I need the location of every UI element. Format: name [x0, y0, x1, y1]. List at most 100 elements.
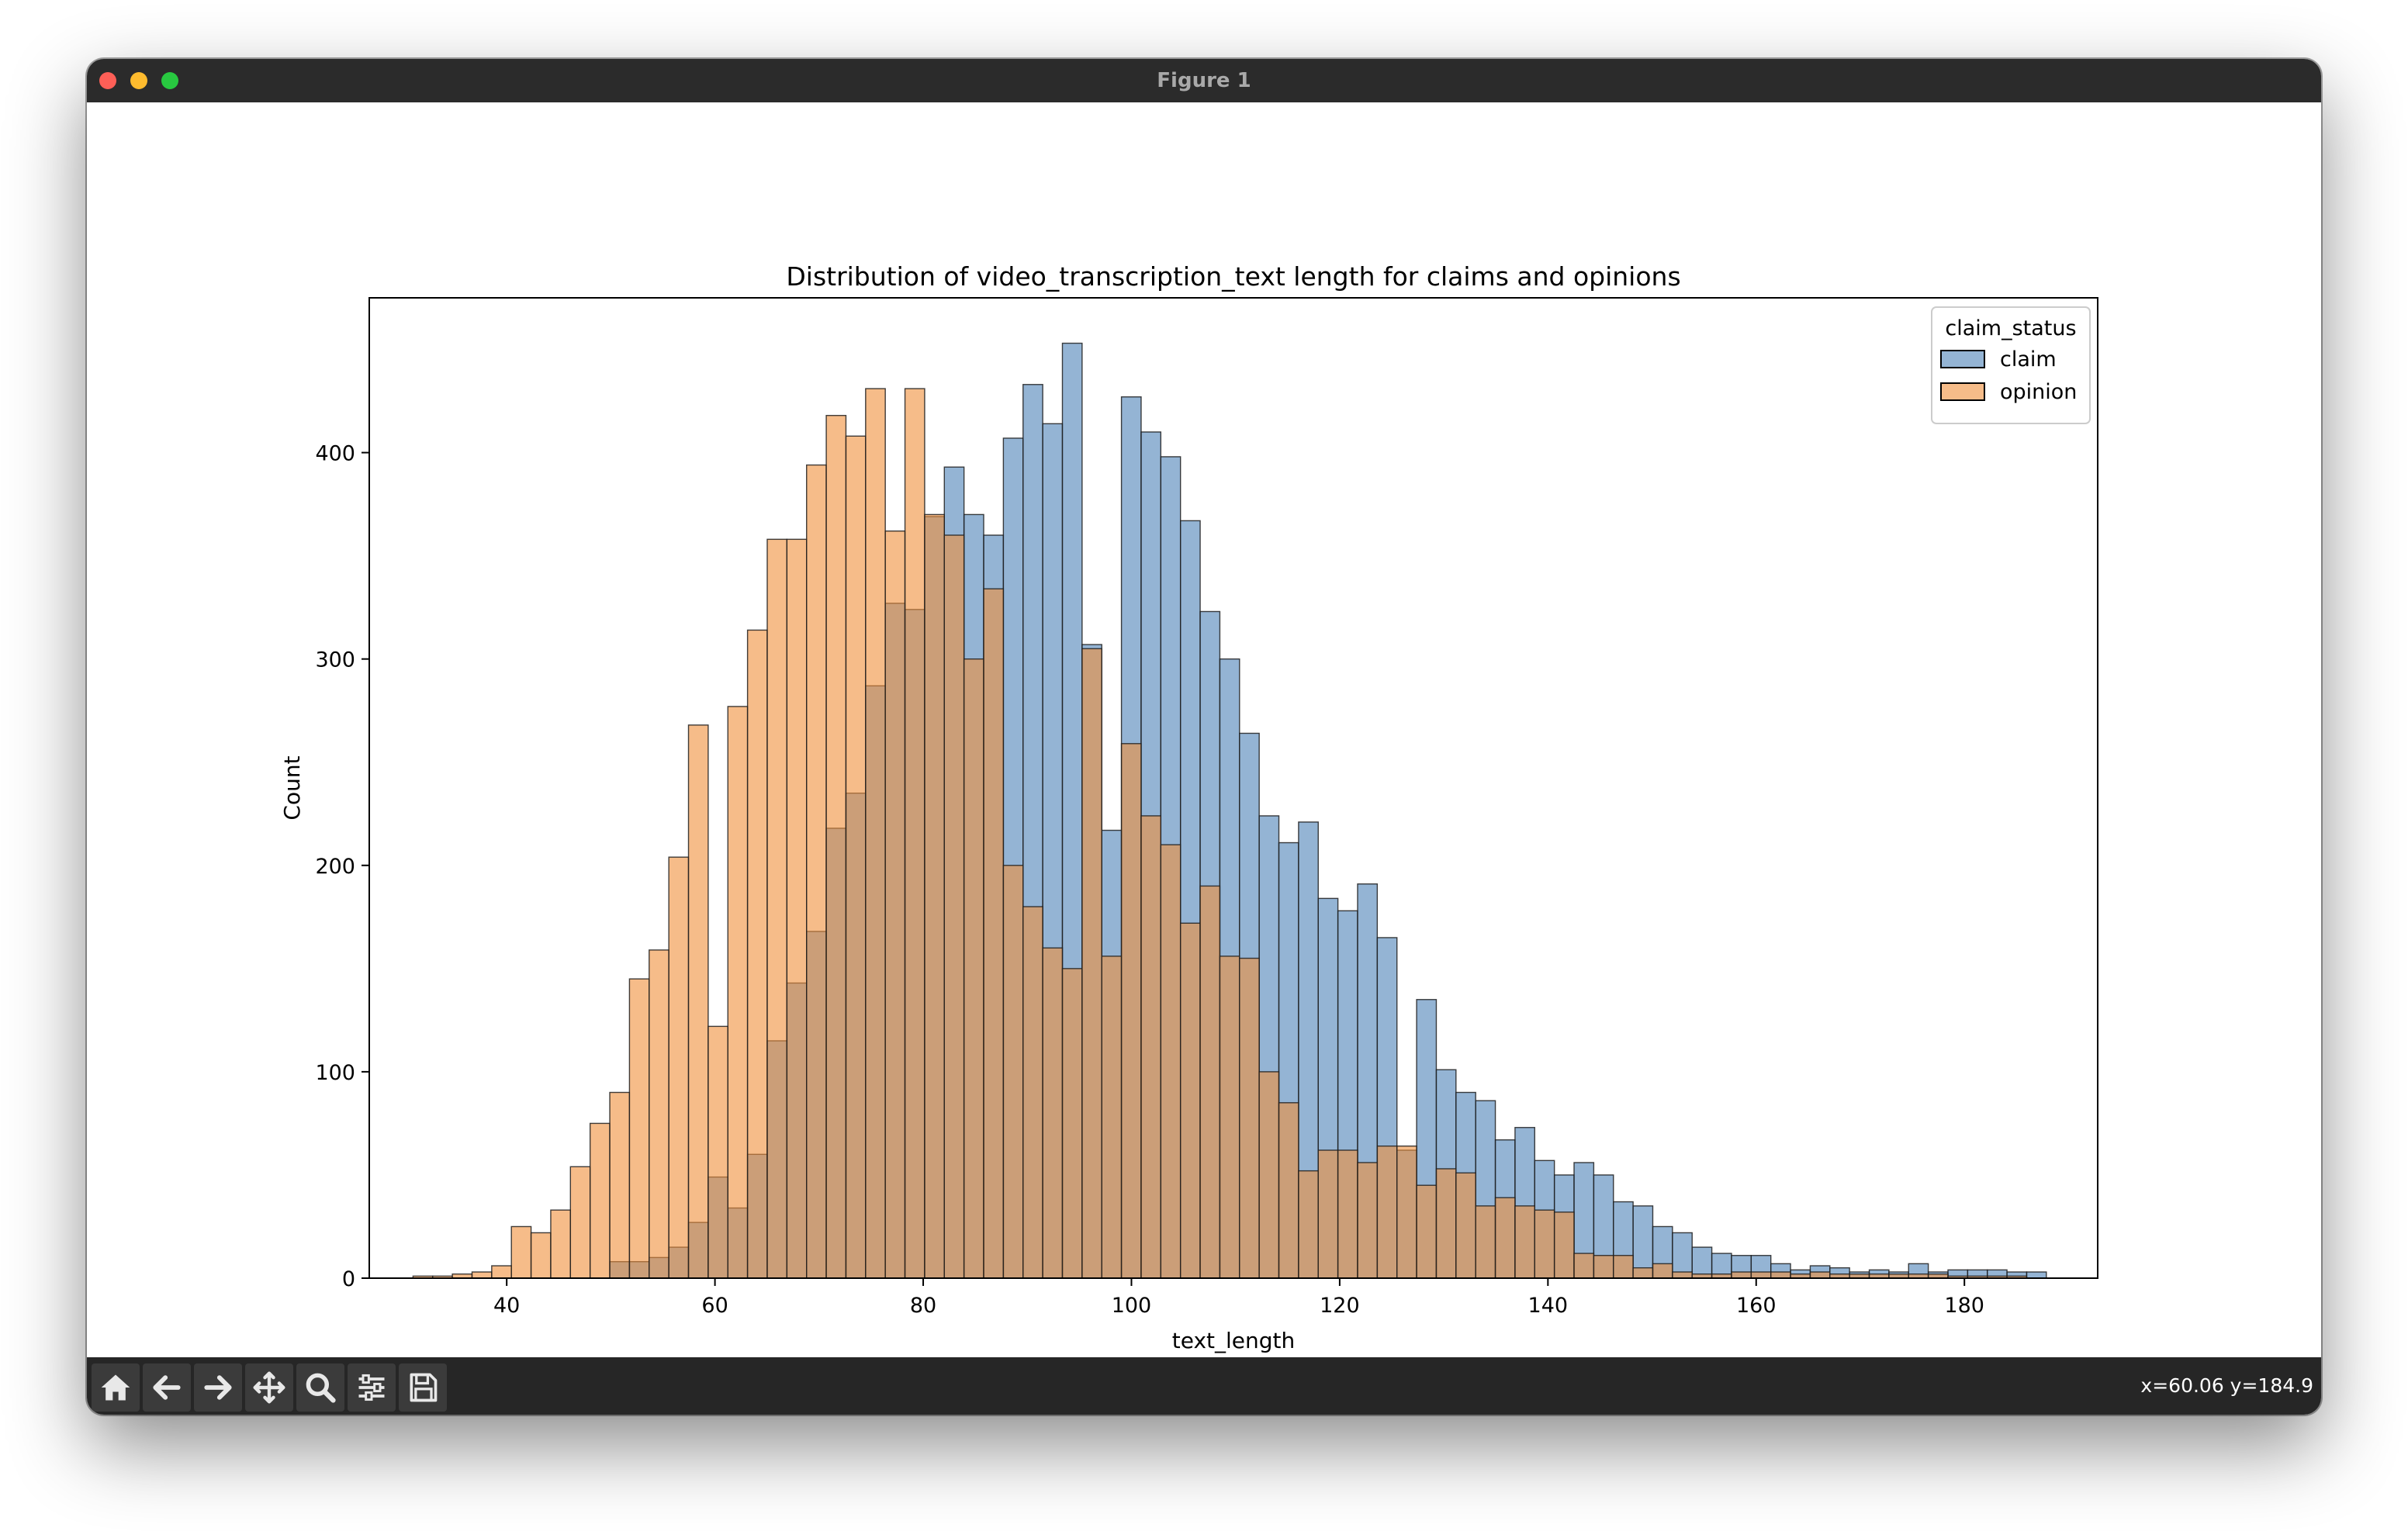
opinion-bar [1553, 1211, 1575, 1279]
opinion-bar [1632, 1267, 1654, 1279]
opinion-bar [1219, 956, 1240, 1279]
opinion-bar [1081, 648, 1102, 1279]
legend-label-opinion: opinion [2000, 380, 2077, 404]
opinion-bar [668, 856, 690, 1279]
zoom-button[interactable] [296, 1363, 344, 1412]
cursor-coordinates: x=60.06 y=184.9 [2140, 1374, 2313, 1397]
opinion-bar [1042, 947, 1064, 1279]
opinion-bar [1435, 1168, 1457, 1279]
opinion-bar [609, 1091, 631, 1279]
opinion-bar [1002, 865, 1024, 1279]
opinion-bar [1593, 1255, 1614, 1279]
opinion-bar [1298, 1170, 1319, 1279]
opinion-bar [491, 1265, 512, 1279]
opinion-bar [1455, 1172, 1476, 1279]
figure-window: Figure 1 40 60 80 100 120 140 160 180 0 100 200 30… [87, 59, 2321, 1415]
legend-swatch-opinion [1940, 382, 1985, 401]
x-tick-label: 40 [493, 1294, 520, 1318]
axes-frame [368, 297, 2098, 1279]
opinion-bar [1475, 1205, 1496, 1279]
opinion-bar [904, 388, 925, 1279]
opinion-bar [550, 1209, 572, 1279]
x-tick-label: 60 [701, 1294, 728, 1318]
opinion-bar [628, 978, 650, 1279]
opinion-bar [1120, 743, 1142, 1279]
x-axis-ticks: 40 60 80 100 120 140 160 180 [493, 1278, 1984, 1318]
y-tick-label: 0 [342, 1267, 355, 1291]
x-tick-label: 80 [910, 1294, 936, 1318]
opinion-bar [1396, 1145, 1417, 1279]
opinion-bar [766, 538, 788, 1279]
opinion-bar [708, 1025, 728, 1279]
opinion-bar [1534, 1209, 1555, 1279]
opinion-bar [510, 1225, 532, 1279]
claim-bar [2026, 1271, 2047, 1279]
floppy-disk-icon [410, 1373, 438, 1402]
opinion-bar [1022, 906, 1043, 1279]
chart-title: Distribution of video_transcription_text… [786, 261, 1680, 292]
y-tick-label: 400 [315, 442, 355, 466]
opinion-bar [589, 1122, 611, 1279]
x-tick-label: 180 [1944, 1294, 1984, 1318]
save-button[interactable] [399, 1363, 447, 1412]
opinion-bar [649, 949, 669, 1279]
opinion-bar [845, 435, 867, 1279]
claim-bar [1632, 1205, 1654, 1279]
opinion-bar [884, 530, 906, 1279]
opinion-bar [1278, 1102, 1299, 1279]
opinion-bar [746, 629, 768, 1279]
opinion-bar [1731, 1271, 1752, 1279]
opinion-bar [963, 658, 984, 1279]
arrow-right-icon [204, 1375, 232, 1400]
forward-button[interactable] [194, 1363, 242, 1412]
back-button[interactable] [143, 1363, 191, 1412]
x-axis-label: text_length [1172, 1328, 1296, 1353]
home-button[interactable] [92, 1363, 140, 1412]
legend: claim_status claim opinion [1931, 306, 2091, 424]
opinion-bar [1672, 1271, 1693, 1279]
opinion-bar [786, 538, 808, 1279]
x-tick-label: 100 [1112, 1294, 1152, 1318]
configure-subplots-button[interactable] [348, 1363, 396, 1412]
x-tick-label: 140 [1528, 1294, 1569, 1318]
opinion-bar [865, 388, 886, 1279]
close-window-button[interactable] [99, 72, 116, 89]
move-icon [253, 1371, 285, 1404]
maximize-window-button[interactable] [161, 72, 178, 89]
y-tick-label: 100 [315, 1061, 355, 1085]
opinion-bar [1652, 1263, 1673, 1279]
claim-bar [1691, 1246, 1713, 1279]
claim-bar [1672, 1232, 1693, 1279]
opinion-bar [530, 1232, 552, 1279]
opinion-bar [806, 464, 827, 1279]
opinion-bar [569, 1166, 591, 1279]
opinion-bar [1140, 815, 1162, 1279]
opinion-bar [1160, 844, 1182, 1279]
title-bar: Figure 1 [87, 59, 2321, 102]
pan-button[interactable] [245, 1363, 293, 1412]
magnifier-icon [306, 1373, 336, 1403]
opinion-bar [1337, 1149, 1358, 1279]
opinion-bar [1770, 1271, 1791, 1279]
opinion-bar [1494, 1197, 1516, 1279]
opinion-bar [825, 414, 847, 1279]
opinion-bar [727, 706, 749, 1279]
opinion-bar [1573, 1253, 1595, 1279]
opinion-bar [983, 588, 1005, 1279]
opinion-bar [1376, 1145, 1398, 1279]
opinion-bar [1416, 1184, 1438, 1279]
opinion-bars [412, 388, 2028, 1279]
opinion-bar [1514, 1205, 1535, 1279]
y-axis-ticks: 0 100 200 300 400 [315, 442, 369, 1291]
opinion-bar [1101, 956, 1123, 1279]
figure-canvas[interactable]: 40 60 80 100 120 140 160 180 0 100 200 300 400 Dist… [87, 102, 2321, 1357]
opinion-bar [1179, 922, 1201, 1279]
sliders-icon [358, 1374, 385, 1401]
home-icon [101, 1374, 130, 1401]
opinion-bar [687, 724, 709, 1279]
legend-swatch-claim [1940, 350, 1985, 368]
opinion-bar [1809, 1271, 1831, 1279]
y-tick-label: 200 [315, 855, 355, 879]
minimize-window-button[interactable] [130, 72, 147, 89]
opinion-bar [1357, 1162, 1379, 1279]
